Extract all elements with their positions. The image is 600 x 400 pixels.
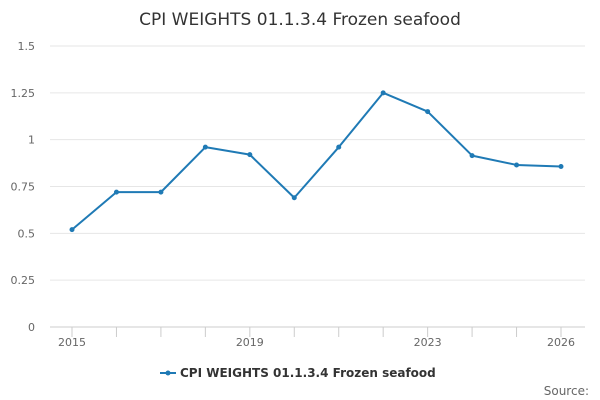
y-tick-label: 0.75 bbox=[11, 181, 36, 194]
x-tick-label: 2026 bbox=[547, 336, 575, 349]
data-point[interactable] bbox=[113, 189, 119, 195]
x-tick-label: 2015 bbox=[58, 336, 86, 349]
x-tick-label: 2023 bbox=[414, 336, 442, 349]
data-point[interactable] bbox=[247, 152, 253, 158]
legend-label: CPI WEIGHTS 01.1.3.4 Frozen seafood bbox=[180, 366, 436, 380]
y-tick-label: 0 bbox=[28, 321, 35, 334]
y-tick-label: 1 bbox=[28, 134, 35, 147]
data-point[interactable] bbox=[291, 195, 297, 201]
legend-swatch-marker bbox=[165, 370, 171, 376]
data-point[interactable] bbox=[336, 144, 342, 150]
x-tick-label: 2019 bbox=[236, 336, 264, 349]
y-tick-label: 0.5 bbox=[18, 227, 36, 240]
data-point[interactable] bbox=[558, 163, 564, 169]
source-label[interactable]: Source: bbox=[544, 384, 589, 398]
data-point[interactable] bbox=[202, 144, 208, 150]
y-tick-label: 1.25 bbox=[11, 87, 36, 100]
x-axis: 2015 2019 2023 2026 bbox=[50, 326, 585, 349]
y-tick-label: 1.5 bbox=[18, 40, 36, 53]
legend[interactable]: CPI WEIGHTS 01.1.3.4 Frozen seafood bbox=[160, 366, 436, 380]
data-point[interactable] bbox=[469, 153, 475, 159]
y-tick-label: 0.25 bbox=[11, 274, 36, 287]
data-point[interactable] bbox=[514, 162, 520, 168]
data-point[interactable] bbox=[69, 227, 75, 233]
data-point[interactable] bbox=[158, 189, 164, 195]
grid-lines bbox=[50, 45, 585, 281]
chart-title: CPI WEIGHTS 01.1.3.4 Frozen seafood bbox=[139, 10, 461, 30]
data-point[interactable] bbox=[425, 109, 431, 115]
series-line[interactable] bbox=[71, 91, 562, 231]
data-point[interactable] bbox=[380, 90, 386, 96]
series-group bbox=[69, 90, 564, 233]
y-axis: 0 0.25 0.5 0.75 1 1.25 1.5 bbox=[11, 40, 36, 334]
